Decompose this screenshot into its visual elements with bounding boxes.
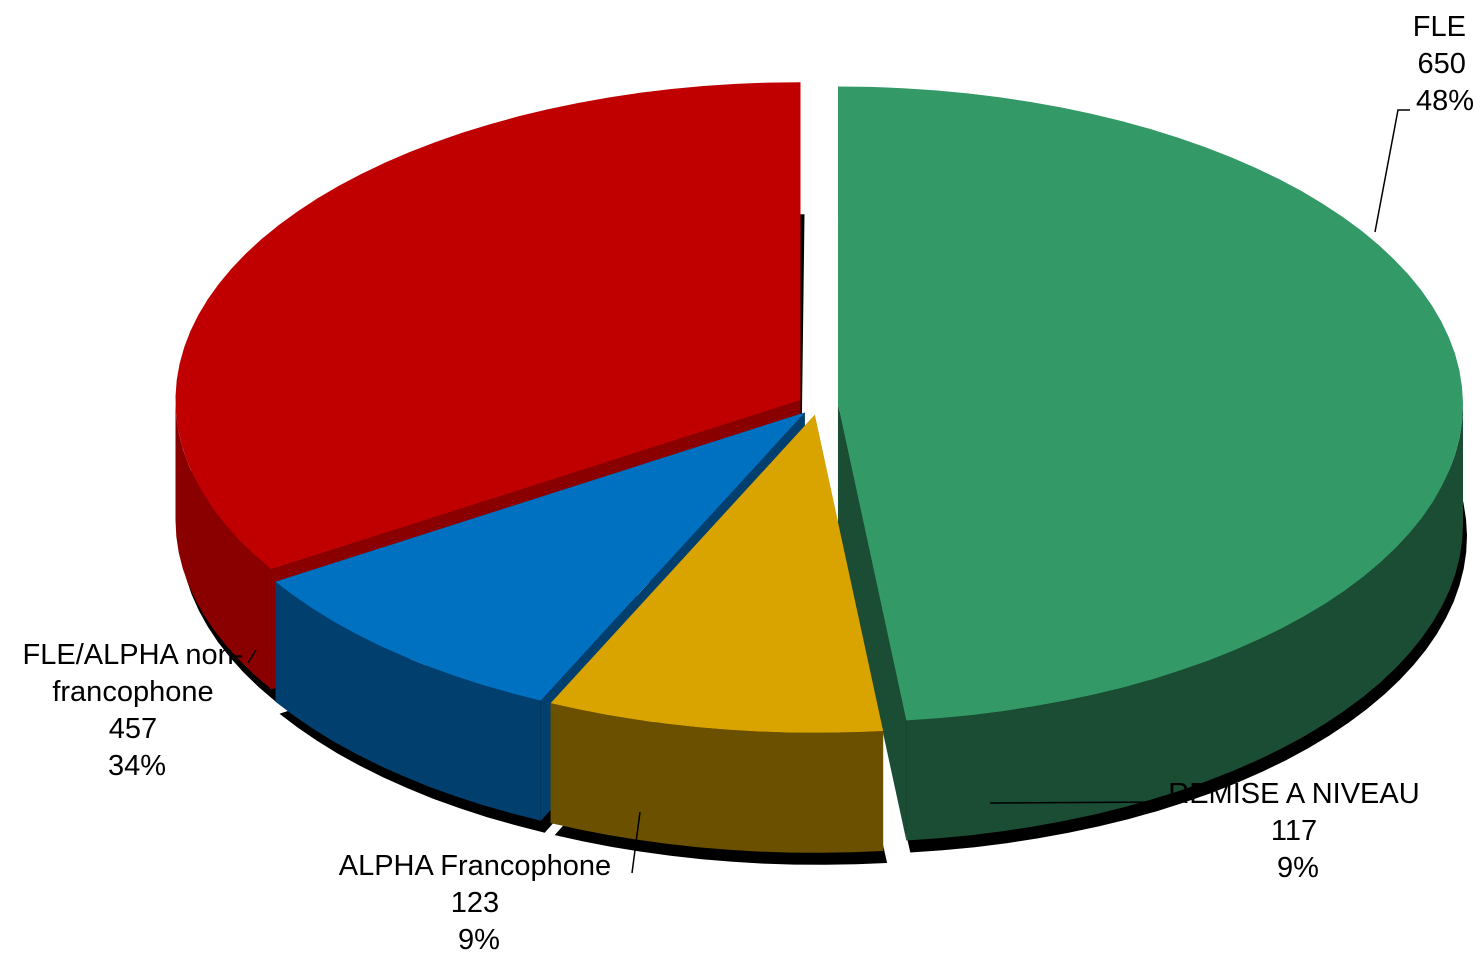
slice-fle-alpha-non-francophone	[175, 82, 801, 570]
slice-alpha-francophone	[275, 412, 805, 701]
face-fle-end	[837, 404, 907, 841]
label-alpha-francophone: ALPHA Francophone 123 9%	[339, 850, 620, 953]
label-remise-a-niveau: REMISE A NIVEAU 117 9%	[1168, 778, 1427, 884]
slice-remise-a-niveau	[550, 414, 884, 733]
slice-fle	[837, 86, 1463, 721]
leader-alpha-francophone	[631, 811, 641, 874]
leader-lines	[247, 109, 1410, 874]
slice-tops	[175, 82, 1463, 733]
leader-fle	[1374, 109, 1410, 233]
leader-remise-a-niveau	[989, 801, 1159, 804]
side-fle-alpha-non-francophone	[175, 400, 272, 690]
label-fle-alpha-non-francophone: FLE/ALPHA non- francophone 457 34%	[23, 639, 252, 782]
leader-fle-alpha-non-francophone	[247, 649, 257, 664]
side-remise-a-niveau	[550, 703, 884, 853]
label-fle: FLE 650 48%	[1413, 11, 1474, 117]
side-fle	[906, 404, 1463, 841]
